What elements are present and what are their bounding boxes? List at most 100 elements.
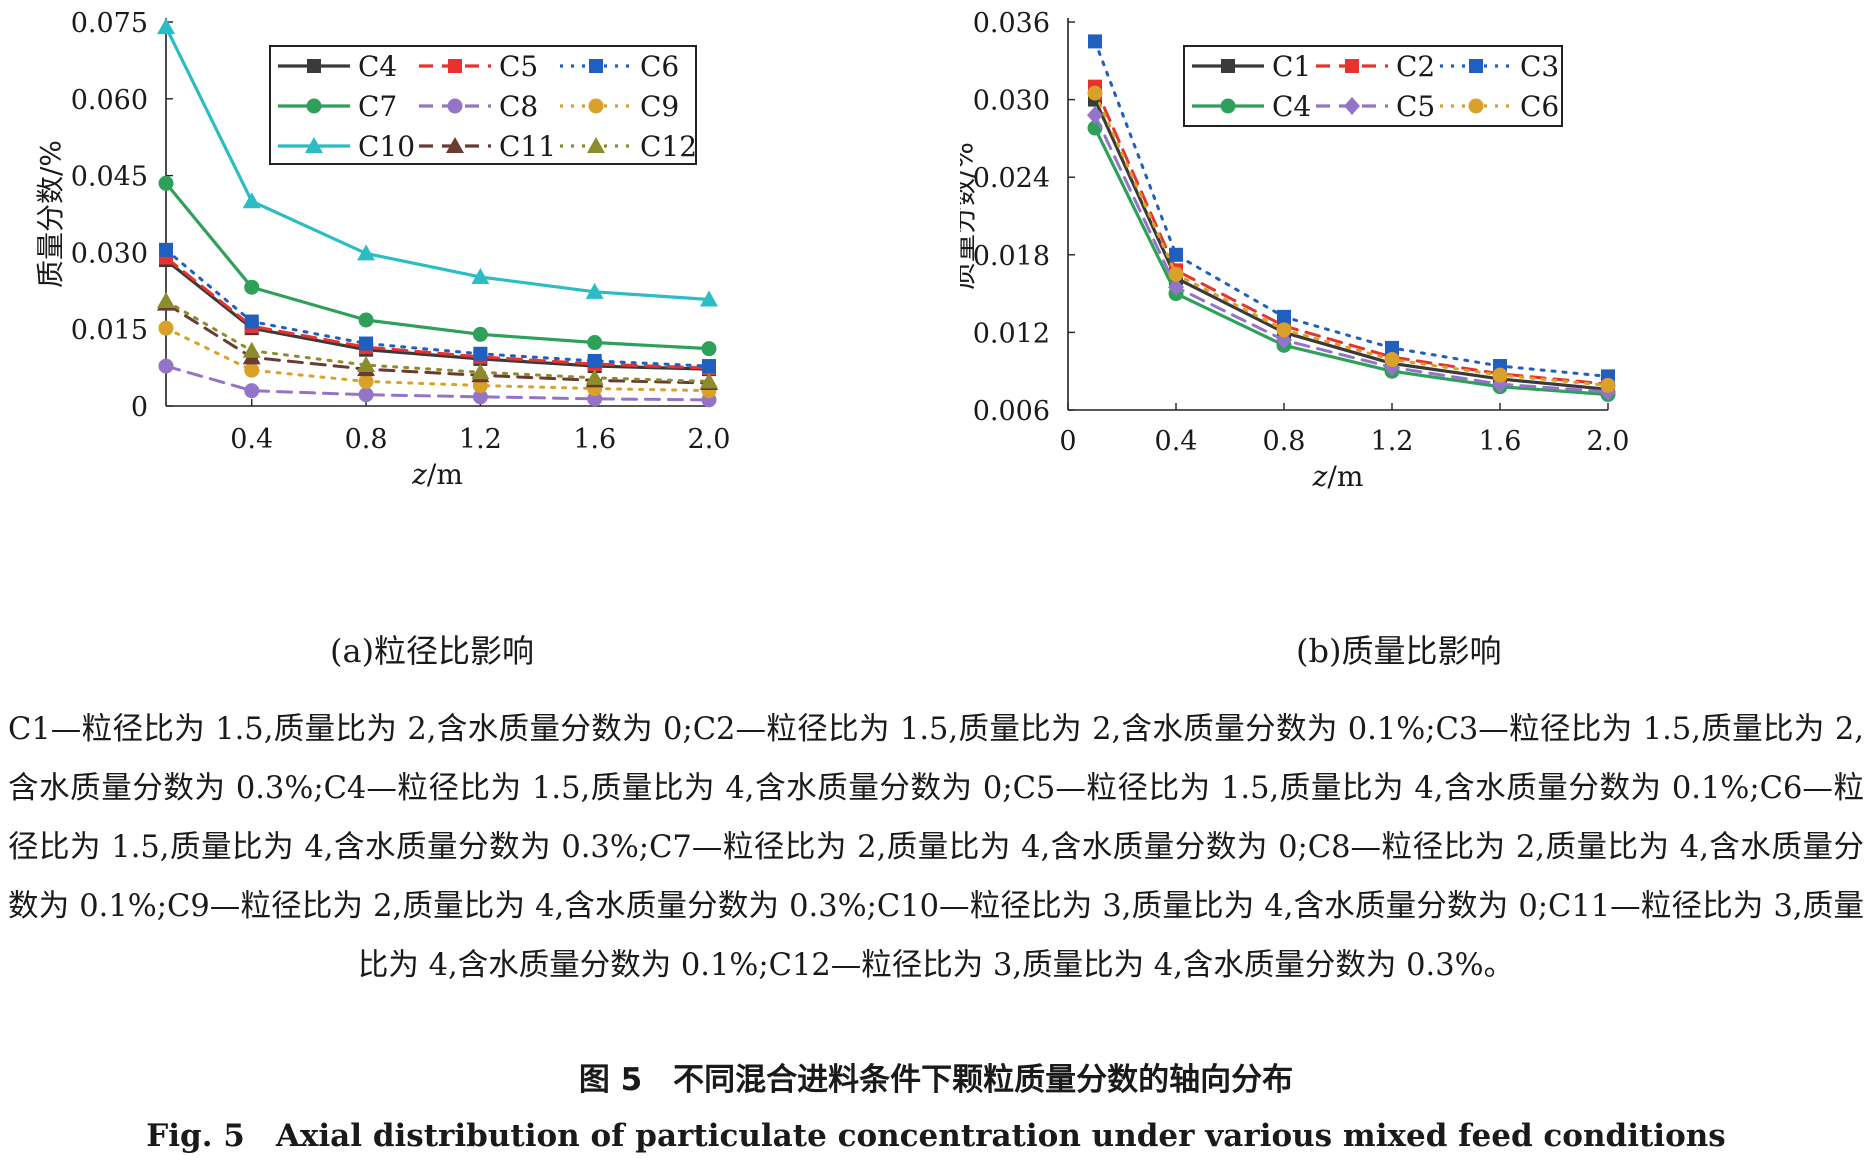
data-point-C6 xyxy=(587,353,602,368)
data-point-C6 xyxy=(244,314,259,329)
data-point-C3 xyxy=(1277,309,1291,324)
x-tick-label: 1.2 xyxy=(1371,426,1414,457)
data-point-C6 xyxy=(159,242,173,257)
legend-marker-C11 xyxy=(446,137,464,153)
y-tick-label: 0.015 xyxy=(71,315,148,346)
legend-label-C3: C3 xyxy=(1520,50,1559,83)
legend-box xyxy=(1183,45,1563,127)
data-point-C7 xyxy=(358,312,374,328)
data-point-C10 xyxy=(242,192,261,209)
data-point-C9 xyxy=(358,373,374,389)
chart-mass-ratio: 0.006 0.012 0.018 0.024 0.030 0.036 0 0.4 0.8 1.2… xyxy=(960,8,1629,493)
subcaption-a: (a)粒径比影响 xyxy=(330,632,535,670)
x-tick-label: 0.8 xyxy=(1263,426,1306,457)
data-point-C6 xyxy=(1492,367,1508,383)
data-point-C5 xyxy=(1087,106,1103,125)
legend-label-C2: C2 xyxy=(1396,50,1435,83)
y-tick-label: 0.075 xyxy=(71,8,148,39)
data-point-C8 xyxy=(358,387,374,403)
data-point-C7 xyxy=(158,175,174,191)
series-line-C8 xyxy=(164,364,711,402)
legend-marker-C12 xyxy=(587,137,605,153)
y-tick-label: 0.060 xyxy=(71,85,148,116)
legend-label-C9: C9 xyxy=(640,90,679,123)
data-point-C12 xyxy=(585,368,604,385)
legend-marker-C6 xyxy=(589,59,603,73)
series-C6 xyxy=(159,242,716,374)
data-point-C7 xyxy=(472,326,488,342)
figure-title-english: Fig. 5 Axial distribution of particulate… xyxy=(146,1118,1726,1154)
data-point-C10 xyxy=(585,282,604,299)
x-tick-label: 2.0 xyxy=(688,424,731,455)
legend-marker-C8 xyxy=(447,98,463,114)
data-point-C10 xyxy=(157,18,175,35)
series-C10 xyxy=(157,18,718,307)
legend-label-C10: C10 xyxy=(358,130,415,163)
plot-group: 0.006 0.012 0.018 0.024 0.030 0.036 0 0.4 0.8 1.2… xyxy=(960,8,1629,493)
x-tick-label: 1.2 xyxy=(459,424,502,455)
data-point-C7 xyxy=(244,279,260,295)
data-point-C3 xyxy=(1088,34,1102,49)
y-tick-label: 0.012 xyxy=(973,318,1050,349)
series-line-C4 xyxy=(1093,126,1610,397)
data-point-C7 xyxy=(701,341,717,357)
x-tick-label: 0.4 xyxy=(1155,426,1198,457)
data-point-C10 xyxy=(357,244,376,261)
legend-marker-C4 xyxy=(1220,98,1236,114)
series-C12 xyxy=(157,292,718,389)
x-axis-label: z/m xyxy=(1312,460,1364,493)
data-point-C6 xyxy=(473,346,488,361)
data-point-C10 xyxy=(700,290,718,307)
y-tick-label: 0.006 xyxy=(973,396,1050,427)
y-tick-label: 0 xyxy=(131,392,148,423)
data-point-C8 xyxy=(158,358,174,374)
y-tick-label: 0.030 xyxy=(71,238,148,269)
data-point-C12 xyxy=(357,356,376,373)
data-point-C6 xyxy=(1168,266,1184,282)
series-line-C9 xyxy=(164,326,711,393)
data-point-C12 xyxy=(700,372,718,389)
data-point-C12 xyxy=(471,363,490,380)
series-line-C10 xyxy=(164,25,711,302)
data-point-C3 xyxy=(1385,340,1399,355)
series-C8 xyxy=(158,358,717,408)
plot-group: 0 0.015 0.030 0.045 0.060 0.075 0.4 0.8 1.2 1.6 2.… xyxy=(34,8,730,491)
y-axis-label: 质量分数/% xyxy=(960,142,979,290)
series-C1 xyxy=(1088,92,1615,397)
data-point-C5 xyxy=(1168,278,1184,297)
series-line-C2 xyxy=(1093,85,1610,386)
chart-particle-size-ratio: 0 0.015 0.030 0.045 0.060 0.075 0.4 0.8 1.2 1.6 2.… xyxy=(34,8,730,491)
data-point-C9 xyxy=(158,320,174,336)
y-tick-label: 0.024 xyxy=(973,163,1050,194)
data-point-C6 xyxy=(1384,352,1400,368)
series-line-C11 xyxy=(164,302,711,385)
series-C6 xyxy=(1087,85,1616,393)
legend-label-C12: C12 xyxy=(640,130,697,163)
data-point-C6 xyxy=(1087,85,1103,101)
data-point-C12 xyxy=(157,292,175,309)
legend-label-C6: C6 xyxy=(640,50,679,83)
legend-label-C5: C5 xyxy=(499,50,538,83)
series-line-C6 xyxy=(164,248,711,368)
x-tick-label: 0.8 xyxy=(345,424,388,455)
series-line-C1 xyxy=(1093,97,1610,391)
x-tick-label: 2.0 xyxy=(1587,426,1630,457)
legend-label-C1: C1 xyxy=(1272,50,1311,83)
data-point-C7 xyxy=(587,335,603,351)
data-point-C8 xyxy=(244,383,260,399)
series-C7 xyxy=(158,175,717,357)
legend-marker-C9 xyxy=(588,98,604,114)
legend-label-C7: C7 xyxy=(358,90,397,123)
condition-notes: C1—粒径比为 1.5,质量比为 2,含水质量分数为 0;C2—粒径比为 1.5… xyxy=(8,712,1864,983)
data-point-C8 xyxy=(472,389,488,405)
series-line-C6 xyxy=(1093,91,1610,387)
series-line-C7 xyxy=(164,181,711,351)
y-axis-label: 质量分数/% xyxy=(34,140,67,288)
x-tick-label: 1.6 xyxy=(1479,426,1522,457)
x-tick-label: 0 xyxy=(1059,426,1076,457)
series-line-C5 xyxy=(164,256,711,370)
data-point-C12 xyxy=(242,341,261,358)
legend-marker-C4 xyxy=(307,59,321,73)
legend-marker-C2 xyxy=(1345,59,1359,73)
data-point-C6 xyxy=(359,336,374,351)
